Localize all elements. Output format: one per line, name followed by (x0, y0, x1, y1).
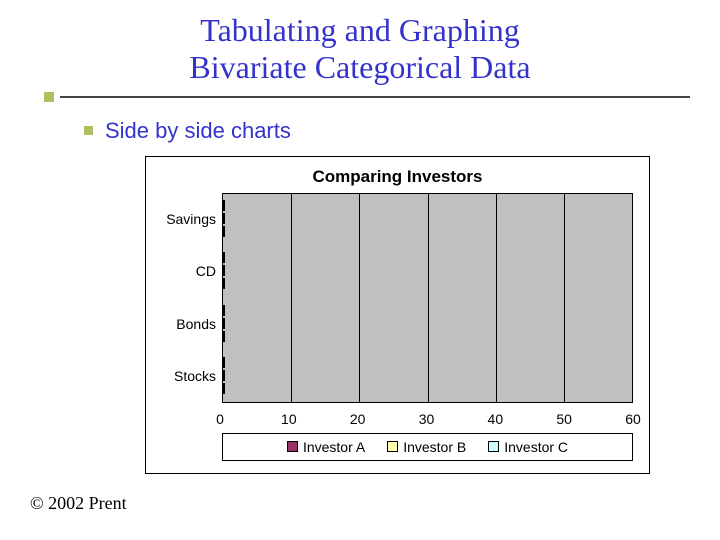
bar (223, 200, 225, 211)
bar (223, 383, 225, 394)
slide: Tabulating and Graphing Bivariate Catego… (0, 0, 720, 540)
bar (223, 318, 225, 329)
y-tick-label: Bonds (154, 316, 216, 332)
legend-label: Investor A (303, 439, 365, 455)
legend-swatch-icon (488, 441, 499, 452)
legend-item: Investor A (287, 439, 365, 455)
gridline (564, 194, 565, 402)
footer-copyright: © 2002 Prent (30, 493, 127, 514)
y-axis-labels: Savings CD Bonds Stocks (154, 193, 222, 403)
legend-swatch-icon (387, 441, 398, 452)
legend-item: Investor B (387, 439, 466, 455)
bar (223, 278, 225, 289)
bar (223, 357, 225, 368)
y-tick-label: CD (154, 263, 216, 279)
bar (223, 252, 225, 263)
gridline (359, 194, 360, 402)
bullet-text: Side by side charts (105, 118, 291, 144)
bar (223, 226, 225, 237)
x-tick-label: 20 (350, 411, 366, 427)
x-tick-label: 50 (556, 411, 572, 427)
y-tick-label: Savings (154, 211, 216, 227)
accent-line (30, 92, 690, 102)
legend-label: Investor B (403, 439, 466, 455)
bar (223, 213, 225, 224)
bar (223, 331, 225, 342)
legend-swatch-icon (287, 441, 298, 452)
y-tick-label: Stocks (154, 368, 216, 384)
chart-title: Comparing Investors (146, 157, 649, 193)
plot-area (222, 193, 633, 403)
legend-label: Investor C (504, 439, 568, 455)
bar (223, 305, 225, 316)
plot-wrap: Savings CD Bonds Stocks (146, 193, 649, 407)
accent-square-icon (44, 92, 54, 102)
x-tick-label: 60 (625, 411, 641, 427)
slide-title: Tabulating and Graphing Bivariate Catego… (30, 12, 690, 86)
gridline (496, 194, 497, 402)
x-tick-label: 40 (488, 411, 504, 427)
title-line-2: Bivariate Categorical Data (189, 49, 530, 85)
x-tick-label: 0 (216, 411, 224, 427)
chart-container: Comparing Investors Savings CD Bonds Stocks… (145, 156, 650, 474)
bar (223, 370, 225, 381)
bar (223, 265, 225, 276)
gridline (428, 194, 429, 402)
bullet-square-icon (84, 126, 93, 135)
x-tick-label: 30 (419, 411, 435, 427)
legend: Investor A Investor B Investor C (222, 433, 633, 461)
x-tick-label: 10 (281, 411, 297, 427)
legend-item: Investor C (488, 439, 568, 455)
title-line-1: Tabulating and Graphing (200, 12, 519, 48)
gridline (291, 194, 292, 402)
horizontal-rule (60, 96, 690, 98)
x-axis: 0102030405060 (220, 407, 633, 427)
bullet-item: Side by side charts (84, 118, 690, 144)
